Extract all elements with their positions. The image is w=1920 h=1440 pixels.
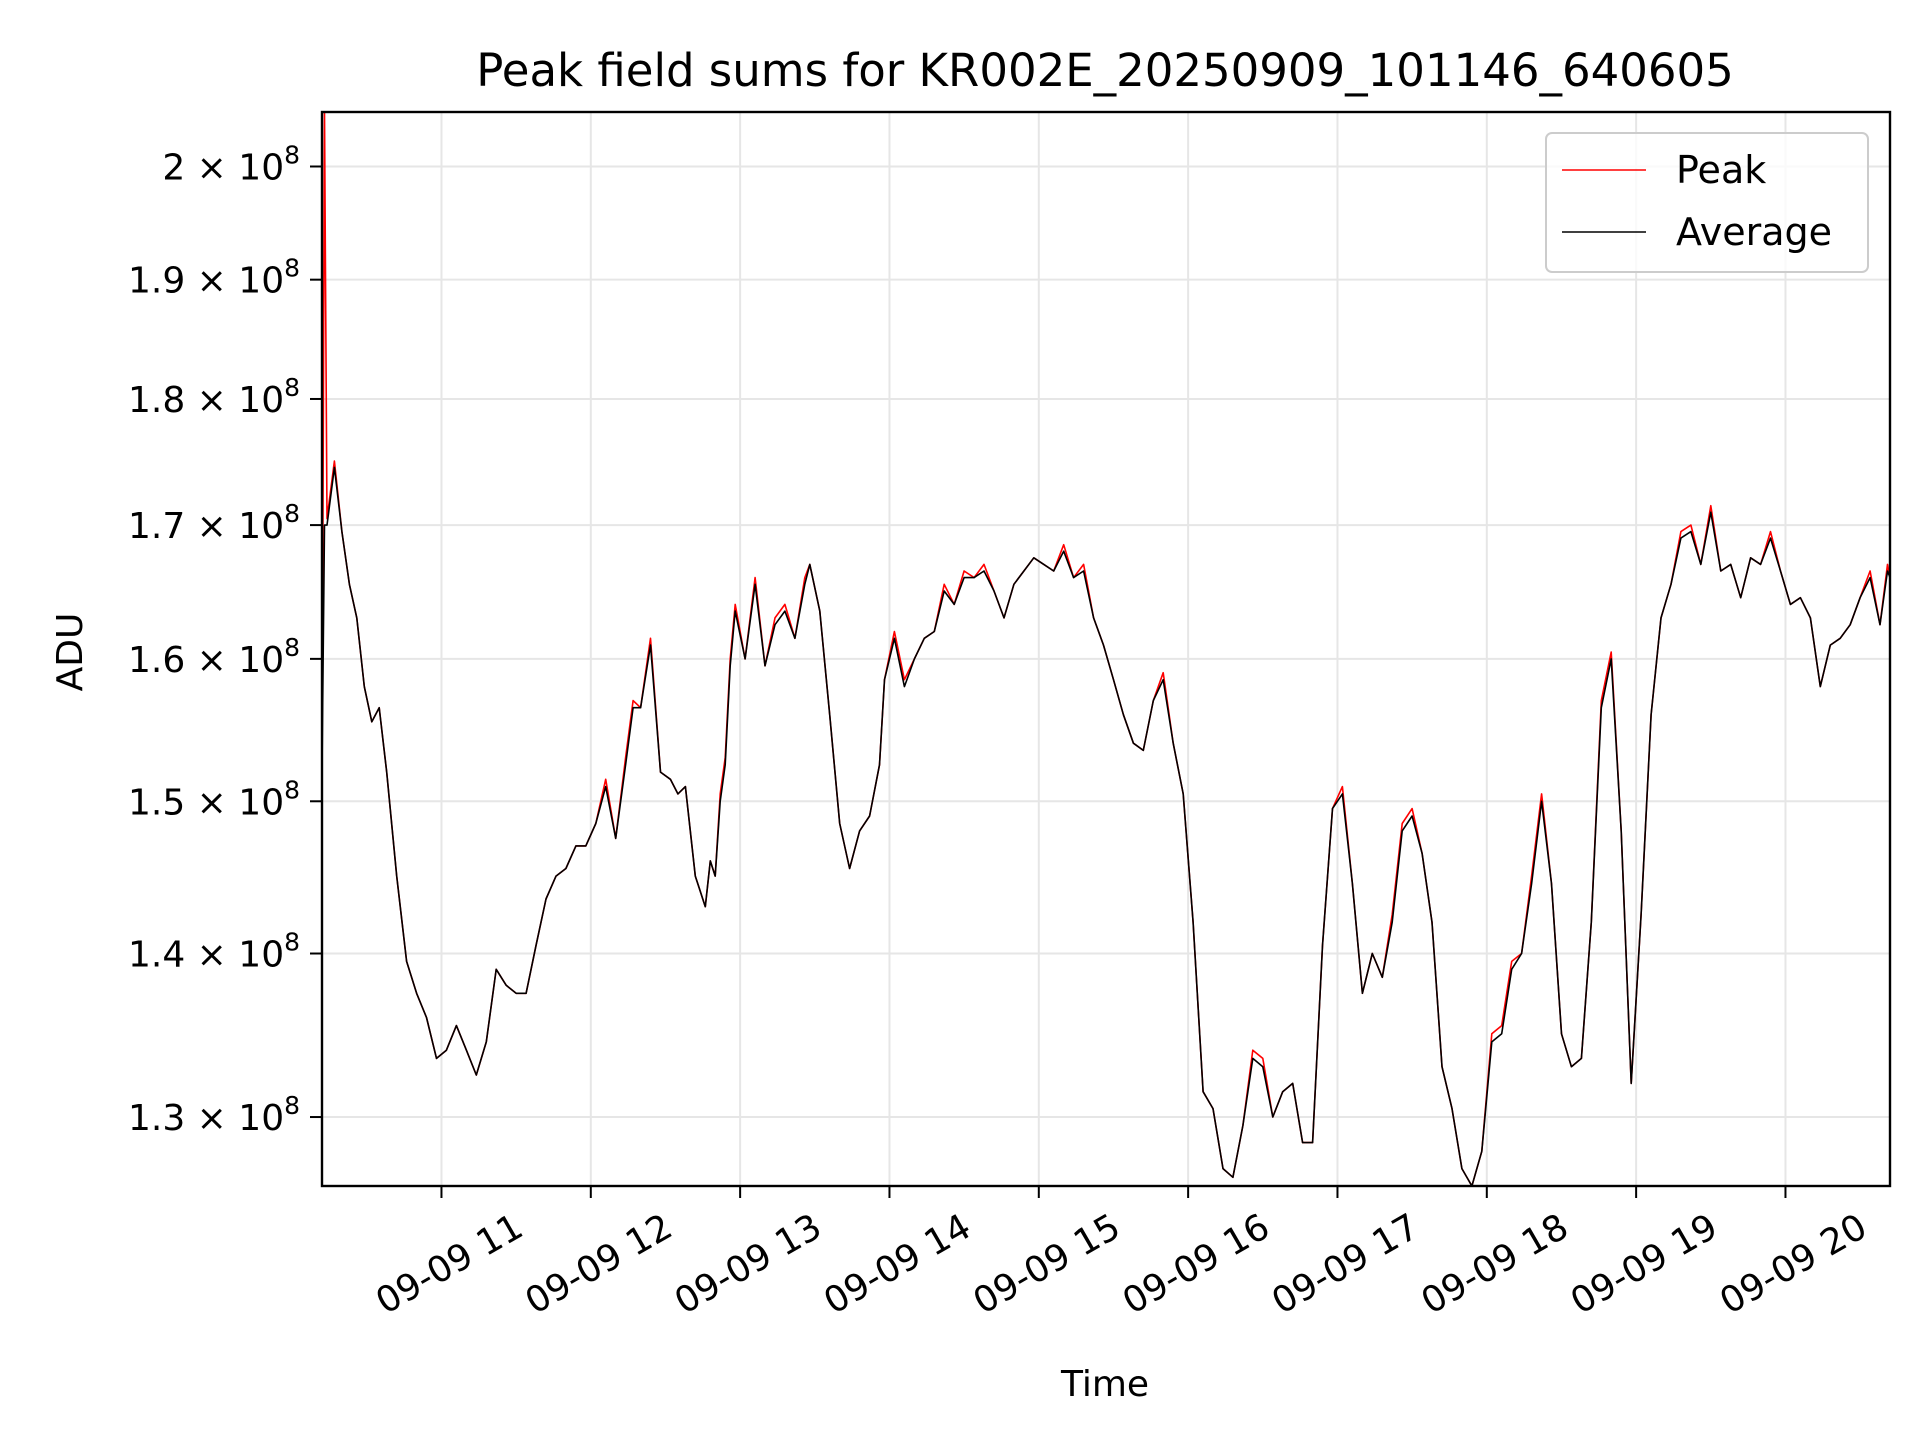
y-tick-exponent: 8: [284, 254, 300, 283]
y-tick-mantissa: 1.7: [128, 506, 185, 547]
plot-frame: [320, 110, 1892, 1188]
y-tick-label: 1.5 × 108: [128, 775, 300, 823]
y-tick-mantissa: 1.4: [128, 935, 185, 976]
legend-label-average: Average: [1676, 210, 1832, 254]
y-tick-times-ten: × 10: [185, 380, 284, 421]
y-tick-exponent: 8: [284, 1091, 300, 1120]
y-tick-mantissa: 1.8: [128, 380, 185, 421]
y-tick-label: 1.3 × 108: [128, 1091, 300, 1139]
y-tick-times-ten: × 10: [185, 147, 284, 188]
y-tick-times-ten: × 10: [185, 1098, 284, 1139]
chart-title: Peak field sums for KR002E_20250909_1011…: [476, 44, 1734, 97]
y-tick-mantissa: 2: [162, 147, 185, 188]
y-tick-exponent: 8: [284, 140, 300, 169]
y-tick-mantissa: 1.6: [128, 640, 185, 681]
y-tick-mantissa: 1.3: [128, 1098, 185, 1139]
x-axis-label: Time: [1060, 1364, 1149, 1405]
y-tick-mantissa: 1.5: [128, 782, 185, 823]
y-tick-times-ten: × 10: [185, 261, 284, 302]
legend-label-peak: Peak: [1676, 148, 1766, 192]
y-tick-label: 1.9 × 108: [128, 254, 300, 302]
y-tick-label: 2 × 108: [162, 140, 300, 188]
y-tick-label: 1.7 × 108: [128, 499, 300, 547]
legend-box: [1545, 132, 1869, 273]
y-tick-label: 1.4 × 108: [128, 928, 300, 976]
series-lines: [322, 112, 1890, 1186]
y-tick-times-ten: × 10: [185, 935, 284, 976]
y-axis-label: ADU: [50, 613, 91, 692]
y-tick-label: 1.8 × 108: [128, 373, 300, 421]
y-tick-exponent: 8: [284, 633, 300, 662]
y-tick-times-ten: × 10: [185, 782, 284, 823]
y-tick-exponent: 8: [284, 373, 300, 402]
y-tick-label: 1.6 × 108: [128, 633, 300, 681]
y-tick-exponent: 8: [284, 775, 300, 804]
y-tick-times-ten: × 10: [185, 640, 284, 681]
y-tick-mantissa: 1.9: [128, 261, 185, 302]
y-tick-exponent: 8: [284, 928, 300, 957]
grid: [322, 112, 1890, 1186]
y-tick-exponent: 8: [284, 499, 300, 528]
series-line-average: [322, 466, 1890, 1186]
y-tick-times-ten: × 10: [185, 506, 284, 547]
legend: Peak Average: [1545, 132, 1869, 273]
